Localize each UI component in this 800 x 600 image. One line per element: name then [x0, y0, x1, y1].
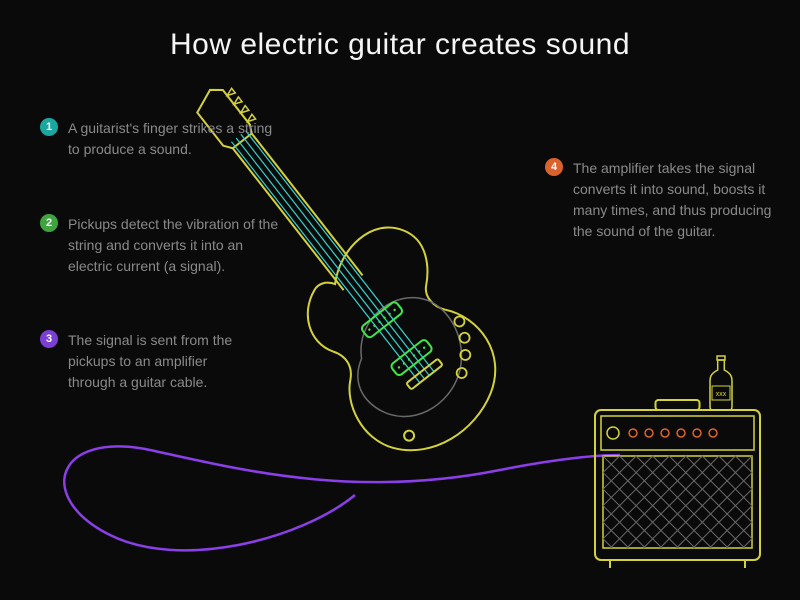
step-text-4: The amplifier takes the signal converts … [573, 158, 775, 242]
step-2: 2 Pickups detect the vibration of the str… [40, 214, 290, 277]
guitar-output-jack [402, 429, 416, 443]
guitar-pickup-neck [360, 301, 403, 339]
whiskey-bottle: xxx [710, 356, 732, 410]
amplifier [595, 400, 760, 568]
step-3: 3 The signal is sent from the pickups to … [40, 330, 250, 393]
step-badge-4: 4 [545, 158, 563, 176]
amp-handle [656, 400, 700, 410]
illustration-canvas: xxx [0, 0, 800, 600]
step-text-2: Pickups detect the vibration of the stri… [68, 214, 290, 277]
amp-knobs [629, 429, 717, 437]
guitar-pickup-bridge [390, 339, 433, 377]
step-text-1: A guitarist's finger strikes a string to… [68, 118, 280, 160]
bottle-label-text: xxx [716, 391, 727, 398]
bottle-outline [710, 360, 732, 410]
step-badge-2: 2 [40, 214, 58, 232]
guitar-cable [64, 446, 620, 550]
step-badge-3: 3 [40, 330, 58, 348]
amp-speaker-grille [603, 456, 752, 548]
step-badge-1: 1 [40, 118, 58, 136]
guitar-body-outline [270, 211, 527, 478]
amp-grille-frame [603, 456, 752, 548]
step-text-3: The signal is sent from the pickups to a… [68, 330, 250, 393]
amp-input-jack [607, 427, 619, 439]
step-1: 1 A guitarist's finger strikes a string t… [40, 118, 280, 160]
step-4: 4 The amplifier takes the signal converts… [545, 158, 775, 242]
